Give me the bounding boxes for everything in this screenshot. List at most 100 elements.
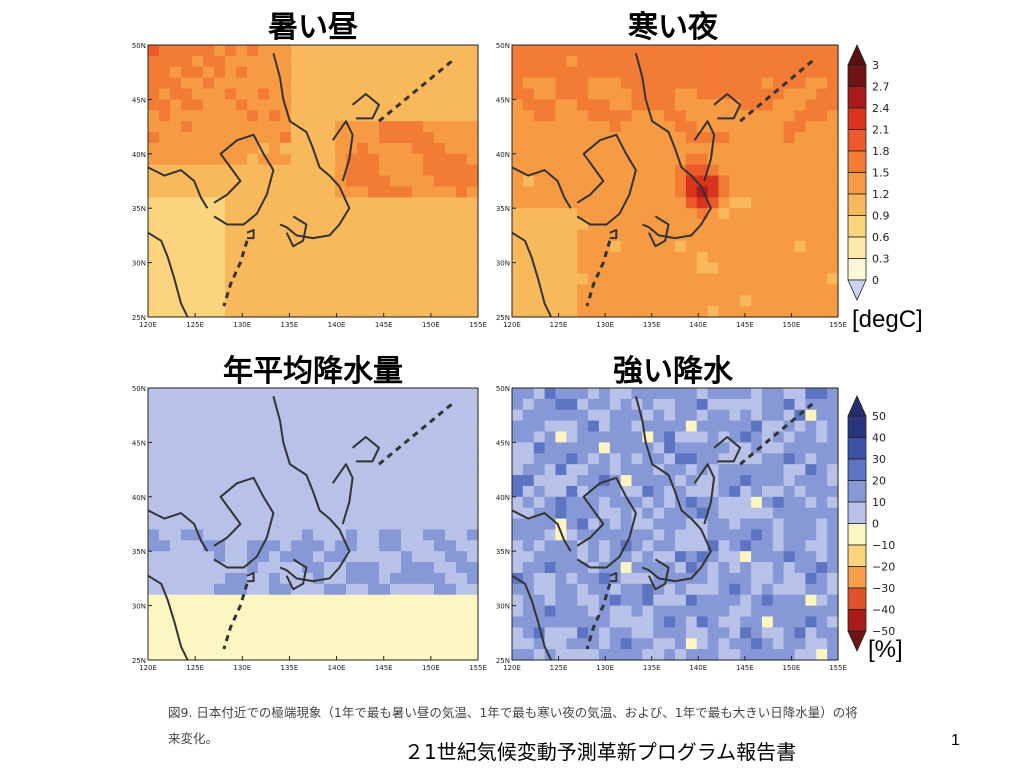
- map-cell: [258, 164, 270, 177]
- map-cell: [729, 208, 741, 220]
- map-cell: [609, 518, 622, 531]
- map-cell: [467, 572, 479, 585]
- map-cell: [192, 572, 204, 585]
- map-cell: [588, 142, 600, 155]
- map-cell: [696, 583, 709, 596]
- map-cell: [159, 583, 171, 596]
- map-cell: [181, 638, 193, 650]
- map-cell: [642, 262, 654, 275]
- map-cell: [368, 638, 380, 650]
- map-cell: [598, 88, 611, 100]
- map-cell: [827, 583, 839, 596]
- map-cell: [467, 540, 479, 552]
- map-cell: [642, 453, 654, 465]
- map-cell: [269, 464, 281, 476]
- map-cell: [192, 66, 204, 79]
- map-cell: [313, 55, 325, 68]
- map-cell: [225, 409, 237, 422]
- map-cell: [379, 649, 391, 661]
- map-cell: [214, 398, 226, 411]
- map-cell: [718, 175, 730, 188]
- map-cell: [631, 420, 643, 433]
- colorbar-segment: [847, 236, 867, 259]
- map-cell: [412, 262, 424, 275]
- map-cell: [203, 186, 215, 198]
- map-cell: [653, 164, 665, 177]
- map-cell: [555, 583, 567, 596]
- map-cell: [609, 442, 622, 454]
- map-cell: [729, 562, 741, 574]
- map-cell: [247, 251, 259, 264]
- map-cell: [675, 164, 687, 177]
- map-cell: [434, 45, 446, 57]
- map-cell: [280, 496, 292, 509]
- map-cell: [313, 583, 325, 596]
- map-cell: [313, 562, 325, 574]
- map-cell: [390, 295, 402, 307]
- map-cell: [588, 420, 600, 433]
- map-cell: [302, 518, 314, 531]
- map-cell: [313, 273, 325, 285]
- map-cell: [729, 605, 741, 618]
- map-cell: [675, 485, 687, 498]
- map-cell: [280, 551, 292, 563]
- map-cell: [620, 485, 633, 498]
- map-cell: [203, 583, 215, 596]
- map-cell: [544, 77, 557, 90]
- map-cell: [685, 475, 698, 487]
- map-cell: [772, 605, 785, 618]
- colorbar-label: 0: [872, 518, 879, 531]
- island-chain: [739, 400, 817, 466]
- map-cell: [598, 142, 611, 155]
- map-cell: [620, 398, 633, 411]
- map-cell: [544, 99, 557, 111]
- map-cell: [729, 273, 741, 285]
- map-cell: [533, 175, 546, 188]
- map-cell: [148, 251, 160, 264]
- map-cell: [664, 66, 676, 79]
- x-tick-label: 140E: [689, 321, 707, 329]
- x-tick-label: 120E: [503, 321, 521, 329]
- map-cell: [620, 453, 633, 465]
- map-cell: [631, 540, 643, 552]
- map-cell: [772, 540, 785, 552]
- map-cell: [718, 605, 730, 618]
- map-cell: [577, 572, 589, 585]
- map-cell: [181, 388, 193, 400]
- map-cell: [423, 77, 435, 90]
- map-cell: [772, 398, 785, 411]
- map-cell: [159, 594, 171, 607]
- map-cell: [653, 66, 665, 79]
- map-cell: [390, 208, 402, 220]
- map-cell: [379, 540, 391, 552]
- map-cell: [291, 66, 303, 79]
- map-cell: [456, 627, 468, 639]
- map-cell: [236, 485, 248, 498]
- map-cell: [214, 284, 226, 296]
- map-cell: [269, 306, 281, 318]
- map-cell: [685, 398, 698, 411]
- map-cell: [236, 295, 248, 307]
- map-cell: [555, 572, 567, 585]
- map-cell: [390, 273, 402, 285]
- map-cell: [423, 164, 435, 177]
- map-cell: [598, 164, 611, 177]
- map-cell: [379, 99, 391, 111]
- map-cell: [324, 197, 336, 209]
- y-tick-label: 30N: [496, 260, 510, 268]
- map-cell: [794, 153, 806, 166]
- colorbar-label: 50: [872, 410, 886, 423]
- map-cell: [631, 496, 643, 509]
- map-cell: [631, 273, 643, 285]
- map-cell: [827, 616, 839, 628]
- map-cell: [324, 485, 336, 498]
- map-cell: [512, 431, 524, 443]
- map-cell: [642, 475, 654, 487]
- map-cell: [456, 529, 468, 541]
- map-cell: [707, 496, 720, 509]
- map-cell: [816, 496, 828, 509]
- map-cell: [577, 262, 589, 275]
- map-panel-p4: 120E 125E 130E 135E 140E 145E 150E 155E50N45N40…: [496, 385, 847, 672]
- map-cell: [170, 562, 182, 574]
- y-tick-label: 45N: [496, 96, 510, 104]
